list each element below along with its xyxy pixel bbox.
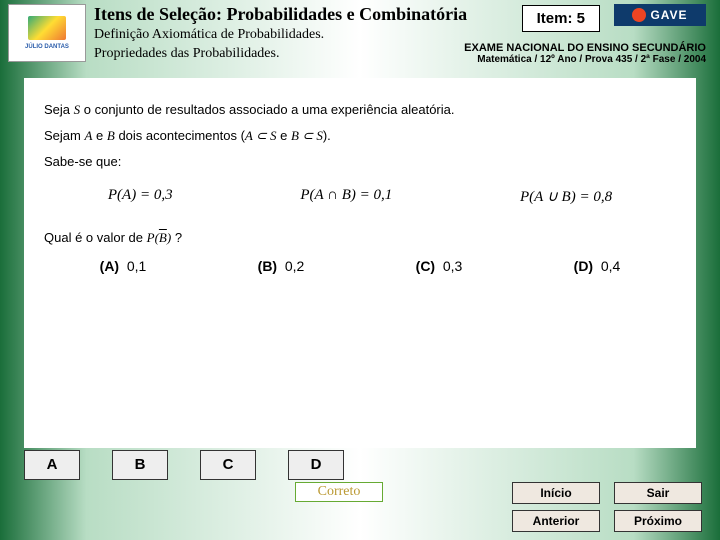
option-b: (B) 0,2 bbox=[258, 258, 305, 274]
answer-c-button[interactable]: C bbox=[200, 450, 256, 480]
answer-a-button[interactable]: A bbox=[24, 450, 80, 480]
options-row: (A) 0,1 (B) 0,2 (C) 0,3 (D) 0,4 bbox=[44, 258, 676, 274]
answer-d-button[interactable]: D bbox=[288, 450, 344, 480]
anterior-button[interactable]: Anterior bbox=[512, 510, 600, 532]
question: Qual é o valor de P(B) ? bbox=[44, 230, 676, 246]
eq1: P(A) = 0,3 bbox=[108, 187, 173, 206]
problem-line3: Sabe-se que: bbox=[44, 154, 676, 169]
inicio-button[interactable]: Início bbox=[512, 482, 600, 504]
item-number-box: Item: 5 bbox=[522, 5, 600, 32]
proximo-button[interactable]: Próximo bbox=[614, 510, 702, 532]
feedback-label: Correto bbox=[295, 482, 383, 502]
option-c: (C) 0,3 bbox=[416, 258, 463, 274]
eq3: P(A ∪ B) = 0,8 bbox=[520, 187, 612, 206]
answer-b-button[interactable]: B bbox=[112, 450, 168, 480]
option-a: (A) 0,1 bbox=[100, 258, 147, 274]
sair-button[interactable]: Sair bbox=[614, 482, 702, 504]
equations: P(A) = 0,3 P(A ∩ B) = 0,1 P(A ∪ B) = 0,8 bbox=[44, 187, 676, 206]
exam-info: EXAME NACIONAL DO ENSINO SECUNDÁRIO Mate… bbox=[464, 42, 706, 65]
exam-line2: Matemática / 12º Ano / Prova 435 / 2ª Fa… bbox=[464, 54, 706, 65]
problem-panel: Seja S o conjunto de resultados associad… bbox=[24, 78, 696, 448]
school-name: JÚLIO DANTAS bbox=[25, 44, 69, 50]
option-d: (D) 0,4 bbox=[574, 258, 621, 274]
exam-line1: EXAME NACIONAL DO ENSINO SECUNDÁRIO bbox=[464, 42, 706, 54]
answer-buttons: A B C D bbox=[24, 450, 344, 480]
gave-logo: GAVE bbox=[614, 4, 706, 26]
problem-line1: Seja S o conjunto de resultados associad… bbox=[44, 102, 676, 118]
problem-line2: Sejam A e B dois acontecimentos (A ⊂ S e… bbox=[44, 128, 676, 144]
school-logo: JÚLIO DANTAS bbox=[8, 4, 86, 62]
eq2: P(A ∩ B) = 0,1 bbox=[300, 187, 392, 206]
